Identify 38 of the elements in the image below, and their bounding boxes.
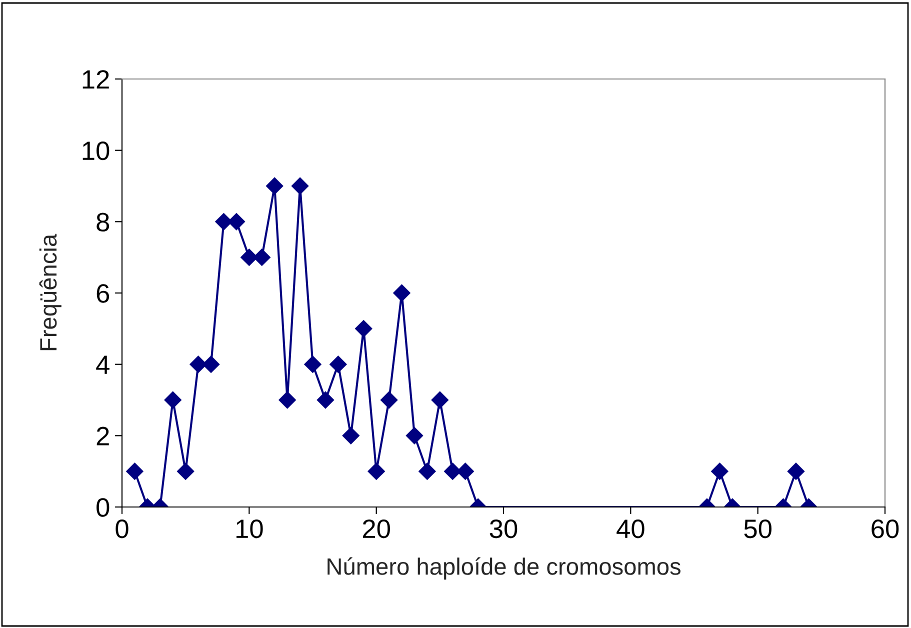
y-tick-label: 12 — [82, 70, 109, 89]
x-tick-label: 50 — [744, 520, 772, 538]
point — [126, 462, 144, 480]
x-axis-title: Número haploíde de cromosomos — [328, 557, 680, 580]
x-tick-label: 0 — [116, 520, 128, 538]
point — [787, 462, 805, 480]
point — [330, 356, 347, 373]
y-tick-label: 4 — [96, 356, 110, 374]
point — [304, 356, 322, 373]
x-tick-label: 40 — [616, 520, 644, 538]
point — [215, 213, 232, 230]
y-tick-label: 10 — [82, 141, 110, 160]
x-tick-label: 60 — [872, 520, 899, 538]
point — [380, 391, 398, 409]
point — [431, 391, 448, 409]
point — [316, 391, 334, 409]
y-tick-label: 2 — [96, 426, 109, 446]
point — [393, 284, 410, 302]
y-axis-title: Freqüência — [39, 234, 62, 350]
point — [355, 320, 372, 338]
point — [177, 462, 194, 480]
point — [164, 391, 182, 409]
point — [190, 356, 207, 373]
point — [342, 427, 360, 444]
point — [278, 391, 296, 409]
x-tick-label: 20 — [362, 520, 390, 538]
point — [240, 248, 258, 266]
point — [368, 462, 385, 480]
point — [418, 462, 436, 480]
y-tick-label: 8 — [96, 212, 110, 232]
x-tick-label: 10 — [236, 520, 263, 538]
x-tick-label: 30 — [490, 520, 518, 538]
y-tick-label: 0 — [96, 498, 110, 517]
point — [711, 462, 728, 480]
point — [266, 177, 284, 195]
y-tick-label: 6 — [96, 284, 110, 303]
point — [291, 177, 309, 195]
point — [406, 427, 424, 444]
